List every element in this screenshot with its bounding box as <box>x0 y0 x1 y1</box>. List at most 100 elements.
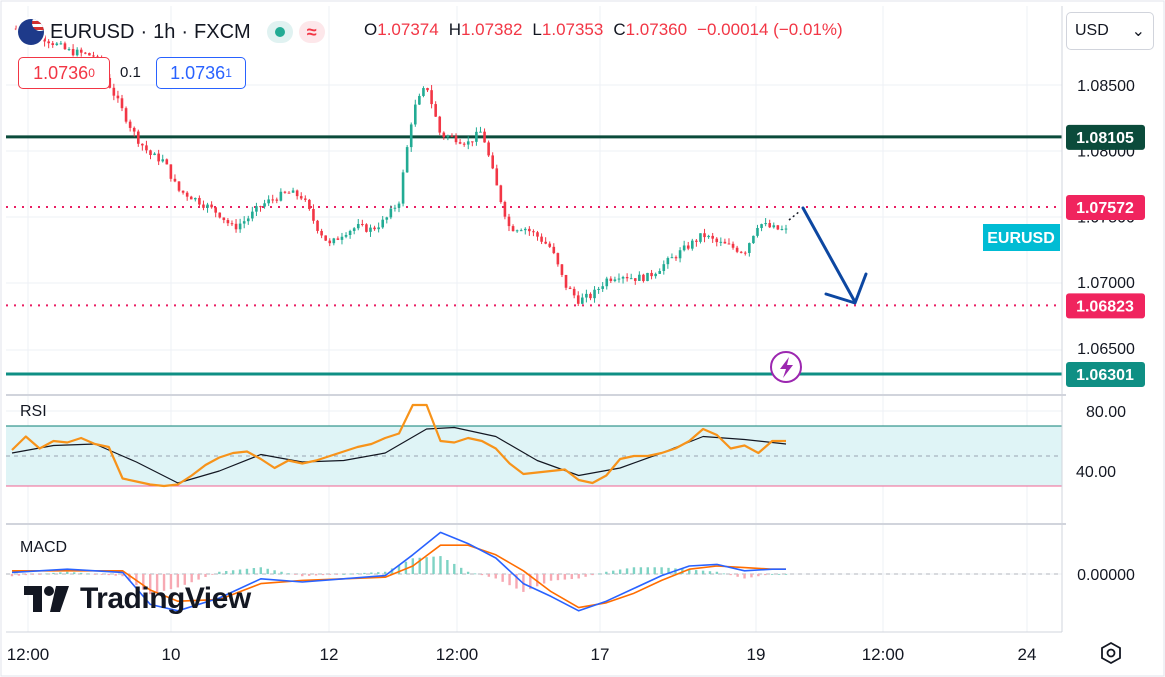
buy-price-pip: 1 <box>225 66 232 80</box>
macd-histogram-bar <box>59 572 62 574</box>
candle-body <box>246 218 250 222</box>
candle-body <box>365 224 368 232</box>
legend-separator: · <box>181 20 189 43</box>
spread-value: 0.1 <box>120 64 141 81</box>
macd-histogram-bar <box>356 573 359 575</box>
time-axis[interactable]: 12:00 10 12 12:00 17 19 12:00 24 <box>7 645 1037 664</box>
market-status-icon[interactable] <box>266 21 293 43</box>
macd-histogram-bar <box>418 557 421 574</box>
candle-body <box>536 232 539 237</box>
macd-histogram-bar <box>715 571 719 574</box>
macd-histogram-bar <box>653 567 656 574</box>
macd-histogram-bar <box>10 574 14 577</box>
macd-histogram-bar <box>757 574 760 577</box>
candle-body <box>336 238 340 240</box>
candle-body <box>674 257 678 259</box>
candle-body <box>173 178 177 182</box>
macd-histogram-bar <box>45 573 48 575</box>
macd-histogram-bar <box>667 567 670 574</box>
candle-body <box>568 287 572 289</box>
rsi-pane-label[interactable]: RSI <box>20 403 47 420</box>
symbol-badge-text: EURUSD <box>987 230 1055 247</box>
macd-histogram-bar <box>321 574 325 576</box>
candle-body <box>422 88 425 96</box>
forecast-arrow[interactable] <box>788 206 868 305</box>
interval-label[interactable]: 1h <box>153 20 176 43</box>
macd-histogram-bar <box>584 574 587 577</box>
macd-histogram-bar <box>446 560 449 574</box>
candle-body <box>43 35 46 42</box>
buy-button[interactable]: 1.0736 1 <box>156 57 246 89</box>
candle-body <box>609 278 613 281</box>
macd-histogram-bar <box>155 574 159 593</box>
macd-histogram-bar <box>439 556 442 574</box>
tradingview-logo[interactable]: TradingView <box>24 582 251 616</box>
price-level-badge-text: 1.08105 <box>1076 130 1134 147</box>
macd-histogram-bar <box>72 572 76 574</box>
candle-body <box>752 235 755 244</box>
candle-body <box>238 223 242 230</box>
candle-body <box>401 172 405 204</box>
open-label: O <box>364 20 378 39</box>
candle-body <box>593 289 596 299</box>
time-tick-label: 10 <box>162 645 181 664</box>
ohlc-values: O1.07374 H1.07382 L1.07353 C1.07360 −0.0… <box>364 20 843 40</box>
macd-histogram-bar <box>529 574 532 590</box>
candle-body <box>772 225 776 228</box>
currency-select[interactable]: USD ⌄ <box>1066 12 1154 50</box>
macd-histogram-bar <box>536 574 539 587</box>
candle-body <box>585 293 588 298</box>
high-value: 1.07382 <box>460 20 523 39</box>
settings-icon[interactable] <box>1098 640 1124 666</box>
candle-body <box>613 279 617 281</box>
macd-histogram-bar <box>404 561 408 574</box>
wave-icon[interactable]: ≈ <box>298 21 325 43</box>
candle-body <box>234 223 238 230</box>
macd-histogram-bar <box>563 574 567 580</box>
candle-body <box>230 223 234 225</box>
macd-histogram-bar <box>349 573 352 575</box>
candle-body <box>691 240 694 249</box>
candle-body <box>458 142 462 144</box>
candle-body <box>373 227 376 230</box>
price-tick-label: 1.07000 <box>1077 275 1135 292</box>
macd-pane-label[interactable]: MACD <box>20 539 68 556</box>
candle-body <box>271 199 275 201</box>
candle-body <box>552 246 556 254</box>
logo-text: TradingView <box>80 582 251 615</box>
candle-body <box>132 127 136 132</box>
symbol-name[interactable]: EURUSD <box>50 20 135 43</box>
candle-body <box>495 168 499 186</box>
candle-body <box>503 202 507 217</box>
tradingview-logo-icon <box>24 586 69 612</box>
candle-body <box>760 224 763 228</box>
candle-body <box>442 132 446 138</box>
price-axis[interactable]: 1.085001.080001.075001.070001.0650080.00… <box>1076 78 1135 584</box>
eur-usd-flag-icon <box>18 19 44 45</box>
macd-histogram-bar <box>190 574 193 583</box>
macd-histogram-bar <box>598 573 601 575</box>
macd-histogram-bar <box>660 567 663 574</box>
buy-price: 1.0736 <box>170 62 226 83</box>
source-label: FXCM <box>194 20 251 43</box>
symbol-badge <box>983 224 1060 251</box>
symbol-legend[interactable]: EURUSD · 1h · FXCM ≈ <box>18 16 325 48</box>
forecast-arrow-anchor <box>788 210 801 221</box>
candle-body <box>633 278 637 281</box>
macd-histogram-bar <box>169 574 173 590</box>
macd-histogram-bar <box>377 572 380 574</box>
macd-histogram-bar <box>570 574 573 580</box>
currency-value: USD <box>1075 22 1109 39</box>
candle-body <box>381 219 385 228</box>
candle-body <box>409 124 413 148</box>
candle-body <box>189 196 193 200</box>
candle-body <box>601 286 604 289</box>
candle-body <box>67 49 71 51</box>
horizontal-levels[interactable] <box>6 135 1062 376</box>
candle-body <box>487 142 490 156</box>
candle-body <box>666 258 670 265</box>
chart-extras[interactable] <box>770 351 802 383</box>
sell-button[interactable]: 1.0736 0 <box>18 57 110 89</box>
